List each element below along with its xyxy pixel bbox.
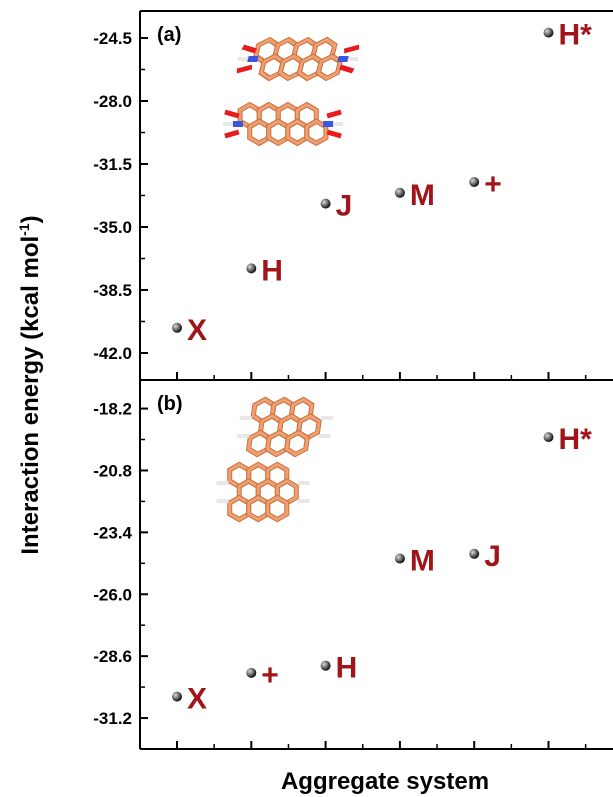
data-point	[246, 667, 257, 678]
molecule-ring-inner	[228, 495, 251, 522]
point-label: H*	[559, 19, 593, 52]
oxygen-atom	[224, 129, 240, 139]
data-point	[469, 177, 480, 187]
oxygen-atom	[344, 44, 360, 54]
data-point	[469, 548, 480, 559]
data-point	[543, 27, 554, 38]
molecule-ring-inner	[286, 119, 309, 146]
data-point	[320, 660, 331, 671]
molecule-layer	[236, 396, 334, 458]
oxygen-atom	[326, 109, 342, 119]
point-label: J	[336, 190, 353, 223]
oxygen-atom	[241, 44, 258, 54]
molecule-ring-inner	[266, 495, 289, 522]
y-axis-title-sup: -1	[16, 223, 32, 236]
y-tick-label: -38.5	[93, 281, 132, 300]
point-label: M	[410, 179, 435, 212]
data-point	[394, 187, 405, 198]
panel-tag: (a)	[157, 24, 181, 46]
y-tick-label: -31.2	[93, 709, 132, 728]
molecule-layer	[222, 101, 344, 147]
point-label: X	[187, 683, 207, 716]
molecule-layer	[236, 36, 360, 82]
data-point	[172, 322, 182, 333]
y-tick-label: -18.2	[93, 400, 132, 419]
point-label: H*	[559, 423, 593, 456]
x-axis-title: Aggregate system	[281, 768, 489, 795]
y-tick-label: -31.5	[93, 155, 132, 174]
molecule-ring-inner	[285, 430, 309, 457]
data-point	[172, 691, 182, 702]
molecule-ring-inner	[247, 495, 270, 522]
point-label: H	[336, 652, 358, 685]
point-label: J	[484, 540, 501, 573]
data-point	[394, 553, 405, 564]
data-point	[543, 432, 554, 443]
oxygen-atom	[338, 64, 355, 74]
y-axis-title-end: )	[17, 215, 44, 223]
y-tick-label: -26.0	[93, 585, 132, 604]
point-label: +	[484, 168, 502, 201]
y-tick-label: -24.5	[93, 29, 132, 48]
point-label: X	[187, 314, 207, 347]
molecule-ring-inner	[248, 119, 271, 146]
molecule-layer	[216, 461, 310, 523]
data-point	[320, 198, 331, 209]
y-tick-label: -42.0	[93, 344, 132, 363]
data-point	[246, 263, 257, 274]
point-label: H	[261, 254, 283, 287]
molecule-ring-inner	[267, 119, 290, 146]
y-axis-title-main: Interaction energy (kcal mol	[17, 236, 44, 555]
molecule-ring-inner	[305, 119, 328, 146]
oxygen-atom	[224, 109, 240, 119]
panel-a: -24.5 -28.0 -31.5 -35.0 -38.5 -42.0 (a) X H J M + H*	[93, 10, 613, 381]
y-tick-label: -28.0	[93, 92, 132, 111]
panel-tag: (b)	[157, 393, 183, 415]
y-tick-label: -23.4	[93, 523, 132, 542]
y-tick-label: -20.8	[93, 461, 132, 480]
point-label: +	[261, 659, 279, 692]
point-label: M	[410, 545, 435, 578]
panel-b: -18.2 -20.8 -23.4 -26.0 -28.6 -31.2 (b) X + H M J H*	[93, 379, 613, 750]
oxygen-atom	[236, 64, 252, 74]
y-tick-label: -28.6	[93, 647, 132, 666]
y-tick-label: -35.0	[93, 218, 132, 237]
oxygen-atom	[326, 129, 342, 139]
y-axis-title: Interaction energy (kcal mol-1)	[16, 215, 44, 554]
